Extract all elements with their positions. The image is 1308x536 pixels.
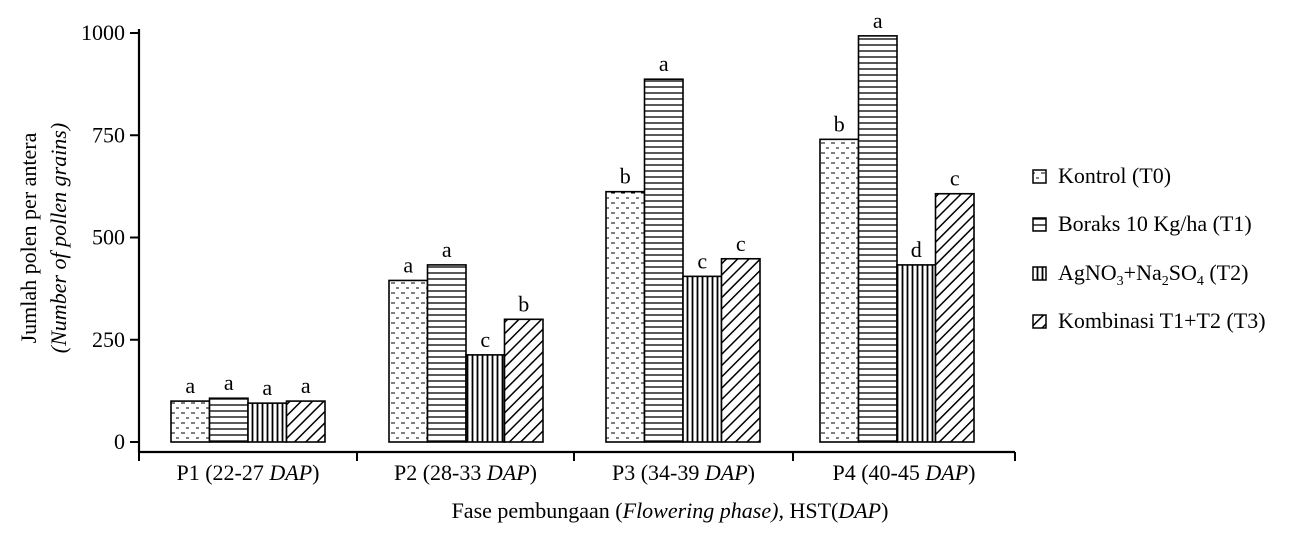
y-tick-label: 500 [92,225,125,250]
legend-label: Kontrol (T0) [1058,163,1171,188]
x-tick-label: P4 (40-45 DAP) [833,460,976,485]
bar [720,257,761,443]
bar [388,279,429,443]
y-tick-label: 250 [92,327,125,352]
x-tick-label: P3 (34-39 DAP) [612,460,755,485]
x-tick-label: P1 (22-27 DAP) [177,460,320,485]
bar-letter-label: b [518,291,529,316]
bar [819,138,860,443]
bar-letter-label: c [480,327,490,352]
bar [605,190,646,443]
bar [643,78,684,443]
bar [503,318,544,443]
bar-letter-label: b [834,111,845,136]
bar-letter-label: b [620,164,631,189]
bar [896,264,937,443]
plot-area: 0 250 500 750 1000 P1 (22-27 DAP) P2 (28-33 DA… [81,8,1016,485]
bar-letter-label: c [697,248,707,273]
bar-letter-label: a [403,252,413,277]
bar [208,397,249,443]
y-axis-label-line2: (Number of pollen grains) [46,123,71,353]
bar-letter-label: a [442,237,452,262]
bar [682,275,723,443]
bar-letter-label: c [736,231,746,256]
bar [247,402,288,443]
bar-letter-label: a [659,51,669,76]
legend-swatch [1032,314,1047,329]
y-tick-label: 750 [92,122,125,147]
bar [934,192,975,443]
bar-letter-label: a [185,373,195,398]
legend-swatch [1032,217,1047,232]
x-axis-label: Fase pembungaan (Flowering phase), HST(D… [452,498,889,523]
bar-letter-label: a [873,8,883,33]
x-tick-label: P2 (28-33 DAP) [394,460,537,485]
bar [857,35,898,443]
bar-letter-label: a [301,373,311,398]
y-tick-label: 1000 [81,20,125,45]
bar-letter-label: d [911,237,922,262]
bar-letter-label: a [224,370,234,395]
legend-label: Kombinasi T1+T2 (T3) [1058,308,1266,333]
bar-letter-label: c [950,166,960,191]
legend-label: Boraks 10 Kg/ha (T1) [1058,211,1252,236]
legend-label: AgNO3+Na2SO4 (T2) [1058,260,1248,289]
y-axis-label-line1: Jumlah polen per antera [16,132,41,343]
bar [170,400,211,443]
legend-swatch [1032,266,1047,281]
bar-letter-label: a [262,375,272,400]
bar [465,354,506,443]
bar [426,264,467,443]
y-tick-label: 0 [114,429,125,454]
y-axis-label: Jumlah polen per antera (Number of polle… [16,123,71,353]
bar [285,400,326,443]
legend-swatch [1032,169,1047,184]
legend: Kontrol (T0) Boraks 10 Kg/ha (T1) AgNO3+Na… [1032,163,1266,333]
